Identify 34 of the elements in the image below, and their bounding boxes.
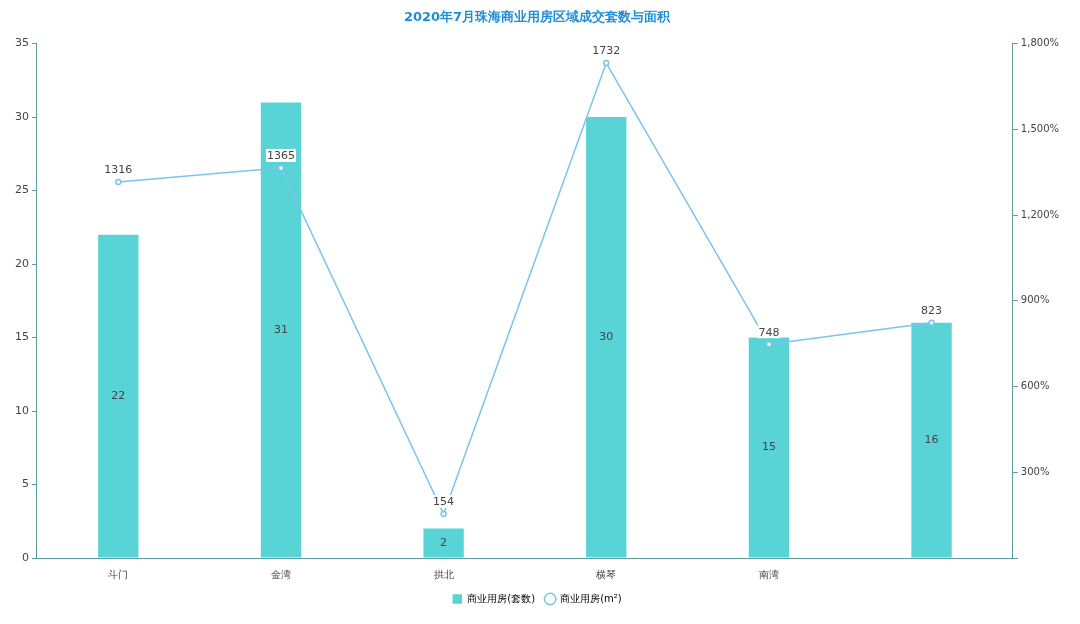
data-label: 1732 [592, 44, 621, 58]
data-label: 1316 [104, 163, 133, 177]
data-label: 823 [921, 304, 943, 318]
data-label: 16 [924, 433, 939, 447]
legend-label: 商业用房(套数) [467, 592, 536, 604]
y-tick-label: 35 [15, 36, 29, 50]
data-label: 31 [273, 322, 288, 336]
data-label: 30 [599, 330, 614, 344]
y2-tick-label: 1,500% [1020, 122, 1060, 134]
y-tick-label: 5 [22, 477, 29, 491]
x-tick-label: 斗门 [108, 568, 129, 580]
data-label: 2 [440, 535, 448, 549]
x-tick-label: 金湾 [270, 568, 291, 580]
y2-tick-label: 1,200% [1020, 208, 1060, 220]
y-tick-label: 20 [15, 256, 29, 270]
data-label: 748 [758, 325, 780, 339]
y2-tick-label: 300% [1020, 465, 1050, 477]
data-label: 154 [433, 495, 455, 509]
y-tick-label: 10 [15, 403, 29, 417]
legend-label: 商业用房(m²) [560, 592, 622, 604]
y-tick-label: 30 [15, 109, 29, 123]
x-tick-label: 南湾 [758, 568, 779, 580]
y-tick-label: 25 [15, 183, 29, 197]
y2-tick-label: 900% [1020, 294, 1050, 306]
y2-tick-label: 1,800% [1020, 37, 1060, 49]
y-tick-label: 0 [22, 550, 29, 564]
y-tick-label: 15 [15, 330, 29, 344]
y2-tick-label: 600% [1020, 380, 1050, 392]
data-label: 22 [111, 388, 126, 402]
x-tick-label: 拱北 [433, 568, 454, 580]
data-label: 1365 [266, 149, 295, 163]
x-tick-label: 横琴 [596, 568, 617, 580]
data-label: 15 [761, 440, 776, 454]
chart-title: 2020年7月珠海商业用房区域成交套数与面积 [403, 9, 672, 25]
